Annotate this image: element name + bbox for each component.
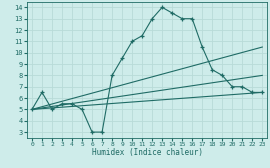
X-axis label: Humidex (Indice chaleur): Humidex (Indice chaleur) [92,148,203,157]
